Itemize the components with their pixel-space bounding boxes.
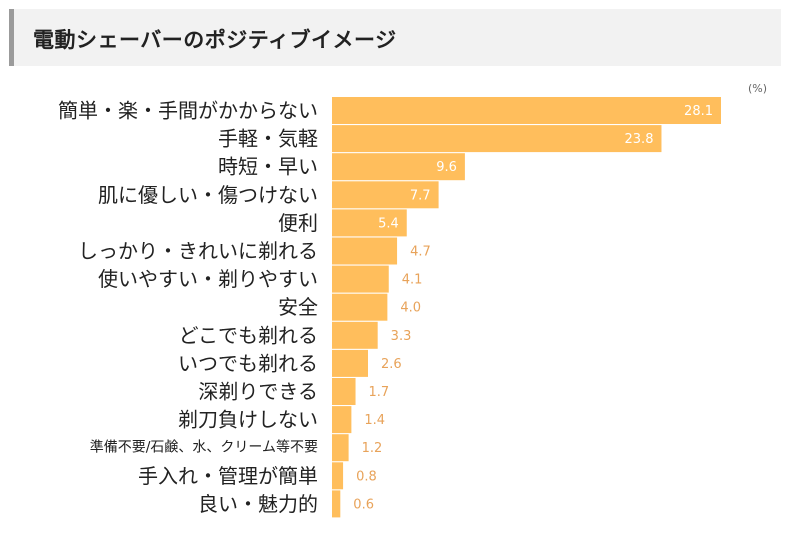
bar [332,378,356,405]
bar [332,265,389,293]
value-label: 1.2 [362,441,383,456]
category-label: 簡単・楽・手間がかからない [58,99,318,123]
chart-header: 電動シェーバーのポジティブイメージ [9,9,781,66]
unit-label: (%) [748,82,768,95]
bar [332,321,378,349]
value-label: 1.7 [369,385,390,400]
category-label: 使いやすい・剃りやすい [98,267,318,291]
value-label: 0.8 [356,469,377,484]
category-label: 肌に優しい・傷つけない [98,183,318,207]
value-label: 3.3 [391,329,412,344]
category-label: しっかり・きれいに剃れる [78,239,318,263]
bar [332,153,465,181]
category-label: 便利 [278,211,318,235]
value-label: 2.6 [381,357,402,372]
category-label: 準備不要/石鹸、水、クリーム等不要 [90,439,318,456]
value-label: 0.6 [353,497,374,512]
bar [332,237,398,265]
category-label: 安全 [278,295,318,319]
category-label: 剃刀負けしない [178,408,318,432]
category-label: 良い・魅力的 [198,492,318,516]
value-label: 5.4 [378,216,399,231]
value-label: 23.8 [625,132,654,147]
category-label: 手軽・気軽 [218,127,318,151]
bar [332,490,341,518]
value-label: 1.4 [364,413,385,428]
value-label: 28.1 [684,104,713,119]
bar [332,349,368,377]
category-label: 手入れ・管理が簡単 [138,464,318,488]
bar [332,209,407,237]
bar [332,406,352,434]
category-label: 深剃りできる [198,380,318,404]
chart-title: 電動シェーバーのポジティブイメージ [33,28,397,52]
bar [332,181,439,209]
value-label: 9.6 [436,160,457,175]
bar [332,462,344,490]
category-label: どこでも剃れる [179,323,318,347]
value-label: 7.7 [410,188,431,203]
value-label: 4.0 [400,301,421,316]
bar [332,293,388,321]
value-label: 4.7 [410,245,431,260]
bar [332,434,349,462]
category-label: 時短・早い [218,155,318,179]
value-label: 4.1 [402,273,423,288]
category-label: いつでも剃れる [178,351,318,375]
bar [332,125,662,153]
bar [332,97,721,124]
